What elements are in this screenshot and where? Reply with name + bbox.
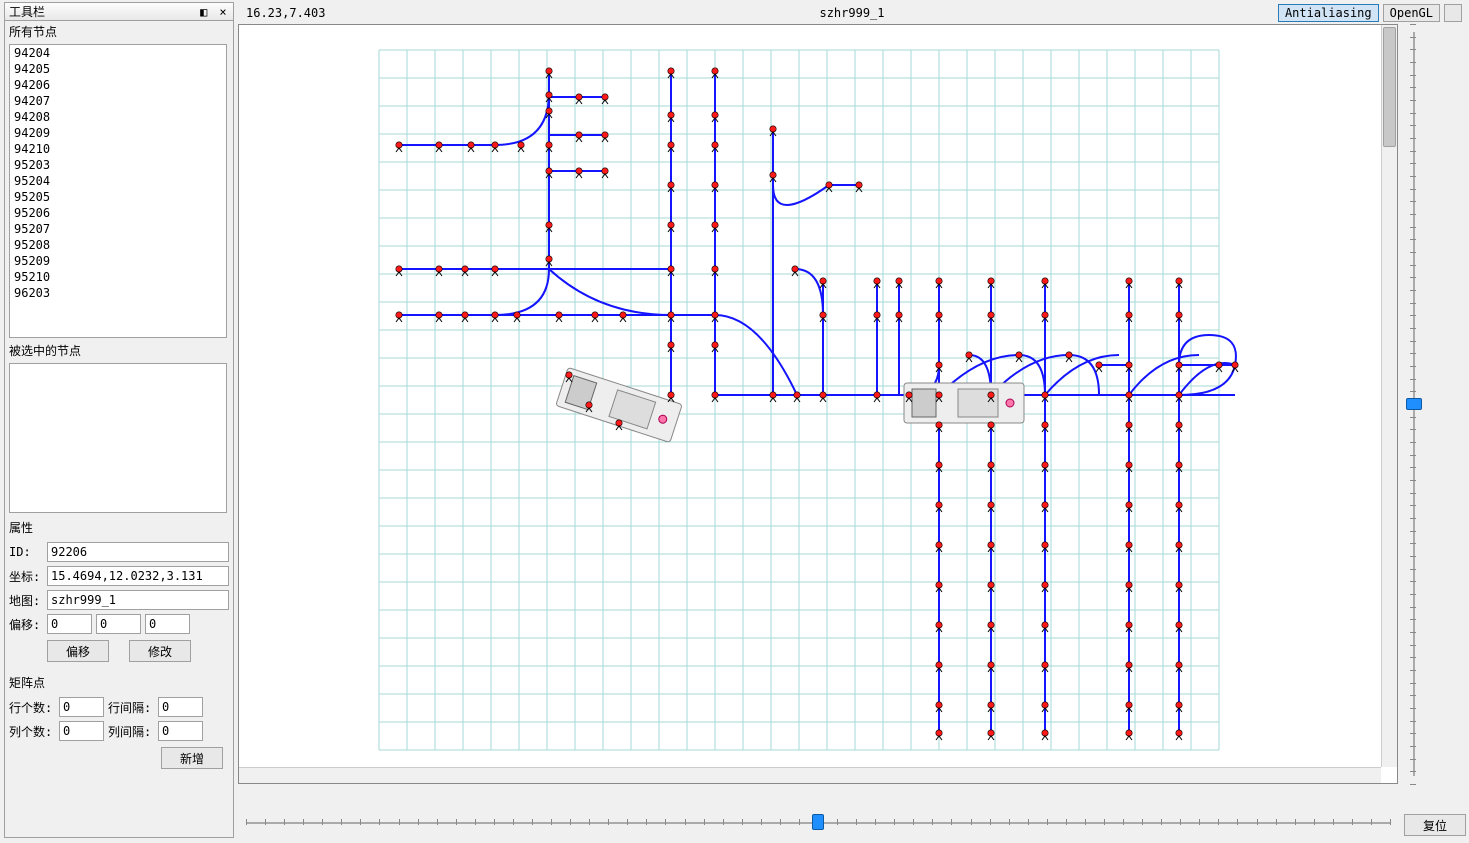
- list-item[interactable]: 94206: [10, 77, 226, 93]
- vehicle: [904, 383, 1024, 423]
- map-canvas[interactable]: [239, 25, 1383, 769]
- list-item[interactable]: 95204: [10, 173, 226, 189]
- list-item[interactable]: 96203: [10, 285, 226, 301]
- selected-nodes-label: 被选中的节点: [5, 340, 233, 361]
- offset-z-input[interactable]: [145, 614, 190, 634]
- list-item[interactable]: 94205: [10, 61, 226, 77]
- list-item[interactable]: 94208: [10, 109, 226, 125]
- coord-label: 坐标:: [9, 568, 43, 585]
- list-item[interactable]: 95209: [10, 253, 226, 269]
- toolbar-title: 工具栏: [9, 3, 45, 21]
- matrix-label: 矩阵点: [9, 672, 229, 693]
- rows-input[interactable]: [59, 697, 104, 717]
- opengl-button[interactable]: OpenGL: [1383, 4, 1440, 22]
- modify-button[interactable]: 修改: [129, 640, 191, 662]
- colgap-label: 列间隔:: [108, 723, 154, 740]
- list-item[interactable]: 95208: [10, 237, 226, 253]
- undock-icon[interactable]: ◧: [198, 3, 210, 21]
- antialias-button[interactable]: Antialiasing: [1278, 4, 1379, 22]
- list-item[interactable]: 95203: [10, 157, 226, 173]
- list-item[interactable]: 94207: [10, 93, 226, 109]
- all-nodes-list[interactable]: 9420494205942069420794208942099421095203…: [9, 44, 227, 338]
- id-input[interactable]: [47, 542, 229, 562]
- slider-thumb[interactable]: [1406, 398, 1422, 410]
- list-item[interactable]: 95207: [10, 221, 226, 237]
- main-area: 16.23,7.403 szhr999_1 Antialiasing OpenG…: [238, 2, 1466, 838]
- map-input[interactable]: [47, 590, 229, 610]
- reset-button[interactable]: 复位: [1404, 814, 1466, 836]
- selected-nodes-list[interactable]: [9, 363, 227, 513]
- horizontal-zoom-slider[interactable]: [238, 808, 1398, 838]
- vertical-zoom-slider[interactable]: [1400, 24, 1428, 784]
- map-name: szhr999_1: [819, 6, 884, 20]
- props-label: 属性: [9, 517, 229, 538]
- nodes: [396, 68, 1238, 740]
- settings-square-button[interactable]: [1444, 4, 1462, 22]
- scrollbar-thumb[interactable]: [1383, 27, 1396, 147]
- offset-label: 偏移:: [9, 616, 43, 633]
- cols-label: 列个数:: [9, 723, 55, 740]
- slider-thumb[interactable]: [812, 814, 824, 830]
- close-icon[interactable]: ×: [217, 3, 229, 21]
- horizontal-scrollbar[interactable]: [239, 767, 1381, 783]
- rowgap-input[interactable]: [158, 697, 203, 717]
- list-item[interactable]: 95206: [10, 205, 226, 221]
- list-item[interactable]: 95210: [10, 269, 226, 285]
- offset-y-input[interactable]: [96, 614, 141, 634]
- list-item[interactable]: 94209: [10, 125, 226, 141]
- toolbar-titlebar: 工具栏 ◧ ×: [5, 3, 233, 21]
- vertical-scrollbar[interactable]: [1381, 25, 1397, 767]
- offset-button[interactable]: 偏移: [47, 640, 109, 662]
- add-button[interactable]: 新增: [161, 747, 223, 769]
- list-item[interactable]: 94204: [10, 45, 226, 61]
- colgap-input[interactable]: [158, 721, 203, 741]
- paths: [399, 71, 1236, 733]
- toolbar-panel: 工具栏 ◧ × 所有节点 942049420594206942079420894…: [4, 2, 234, 838]
- canvas-viewport[interactable]: [238, 24, 1398, 784]
- rows-label: 行个数:: [9, 699, 55, 716]
- offset-x-input[interactable]: [47, 614, 92, 634]
- canvas-topbar: 16.23,7.403 szhr999_1 Antialiasing OpenG…: [238, 2, 1466, 24]
- map-label: 地图:: [9, 592, 43, 609]
- id-label: ID:: [9, 545, 43, 559]
- list-item[interactable]: 95205: [10, 189, 226, 205]
- all-nodes-label: 所有节点: [5, 21, 233, 42]
- rowgap-label: 行间隔:: [108, 699, 154, 716]
- cols-input[interactable]: [59, 721, 104, 741]
- cursor-coords: 16.23,7.403: [246, 6, 325, 20]
- list-item[interactable]: 94210: [10, 141, 226, 157]
- coord-input[interactable]: [47, 566, 229, 586]
